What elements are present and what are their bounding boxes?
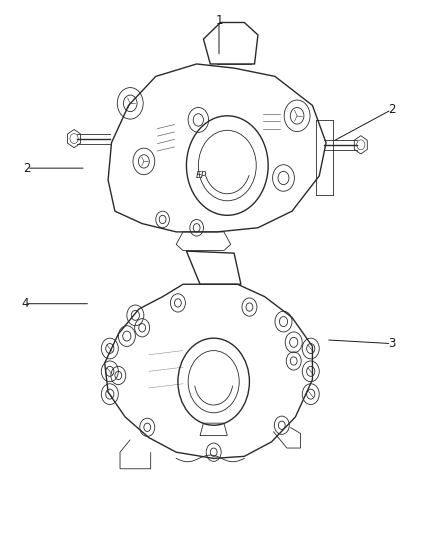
Text: 2: 2 [23, 161, 31, 175]
Text: 2: 2 [388, 103, 395, 116]
Text: 4: 4 [21, 297, 28, 310]
Text: 1: 1 [215, 14, 223, 27]
Text: 3: 3 [388, 337, 395, 350]
Text: EP: EP [196, 172, 207, 180]
